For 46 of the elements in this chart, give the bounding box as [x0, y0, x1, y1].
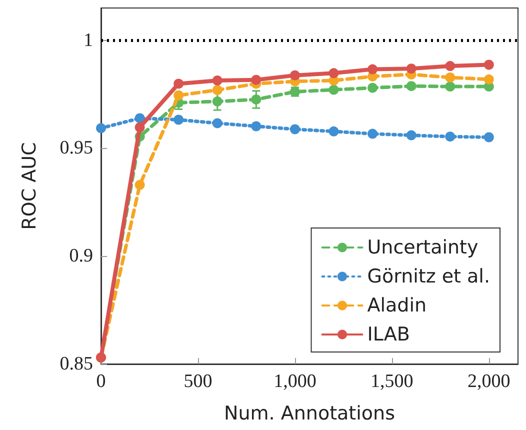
legend-label: Görnitz et al. — [367, 266, 490, 288]
x-axis-title: Num. Annotations — [224, 402, 395, 424]
point — [368, 128, 378, 139]
point — [134, 122, 145, 132]
y-tick-label: 0.85 — [60, 354, 93, 374]
point — [445, 82, 456, 92]
point — [484, 74, 494, 84]
point — [445, 72, 456, 82]
point — [290, 70, 300, 80]
point — [484, 132, 494, 142]
x-tick-label: 1,500 — [370, 371, 414, 392]
y-tick-label: 0.95 — [60, 138, 93, 159]
point — [134, 180, 145, 190]
point — [445, 132, 456, 142]
legend-label: ILAB — [367, 324, 410, 346]
point — [328, 68, 339, 78]
legend-label: Aladin — [367, 294, 427, 316]
point — [368, 82, 378, 93]
y-tick-label: 0.9 — [69, 246, 93, 267]
legend-label: Uncertainty — [367, 236, 478, 258]
point — [406, 81, 416, 92]
point — [406, 64, 416, 74]
point — [212, 96, 222, 106]
point — [251, 121, 262, 132]
point — [174, 90, 184, 100]
point — [96, 123, 106, 134]
point — [174, 78, 184, 89]
x-tick-label: 1,000 — [274, 371, 316, 392]
x-tick-label: 2,000 — [468, 371, 510, 392]
point — [212, 84, 222, 95]
point — [328, 84, 339, 95]
point — [212, 118, 222, 128]
x-tick-label: 0 — [96, 371, 106, 392]
point — [212, 75, 222, 86]
point — [484, 60, 494, 70]
y-axis-title: ROC AUC — [18, 142, 40, 230]
point — [406, 130, 416, 140]
point — [445, 61, 456, 72]
point — [251, 74, 262, 85]
point — [328, 126, 339, 136]
x-tick-label: 500 — [184, 371, 212, 392]
point — [290, 124, 300, 134]
point — [174, 114, 184, 125]
point — [251, 94, 262, 104]
point — [368, 64, 378, 74]
y-tick-label: 1 — [84, 30, 93, 51]
